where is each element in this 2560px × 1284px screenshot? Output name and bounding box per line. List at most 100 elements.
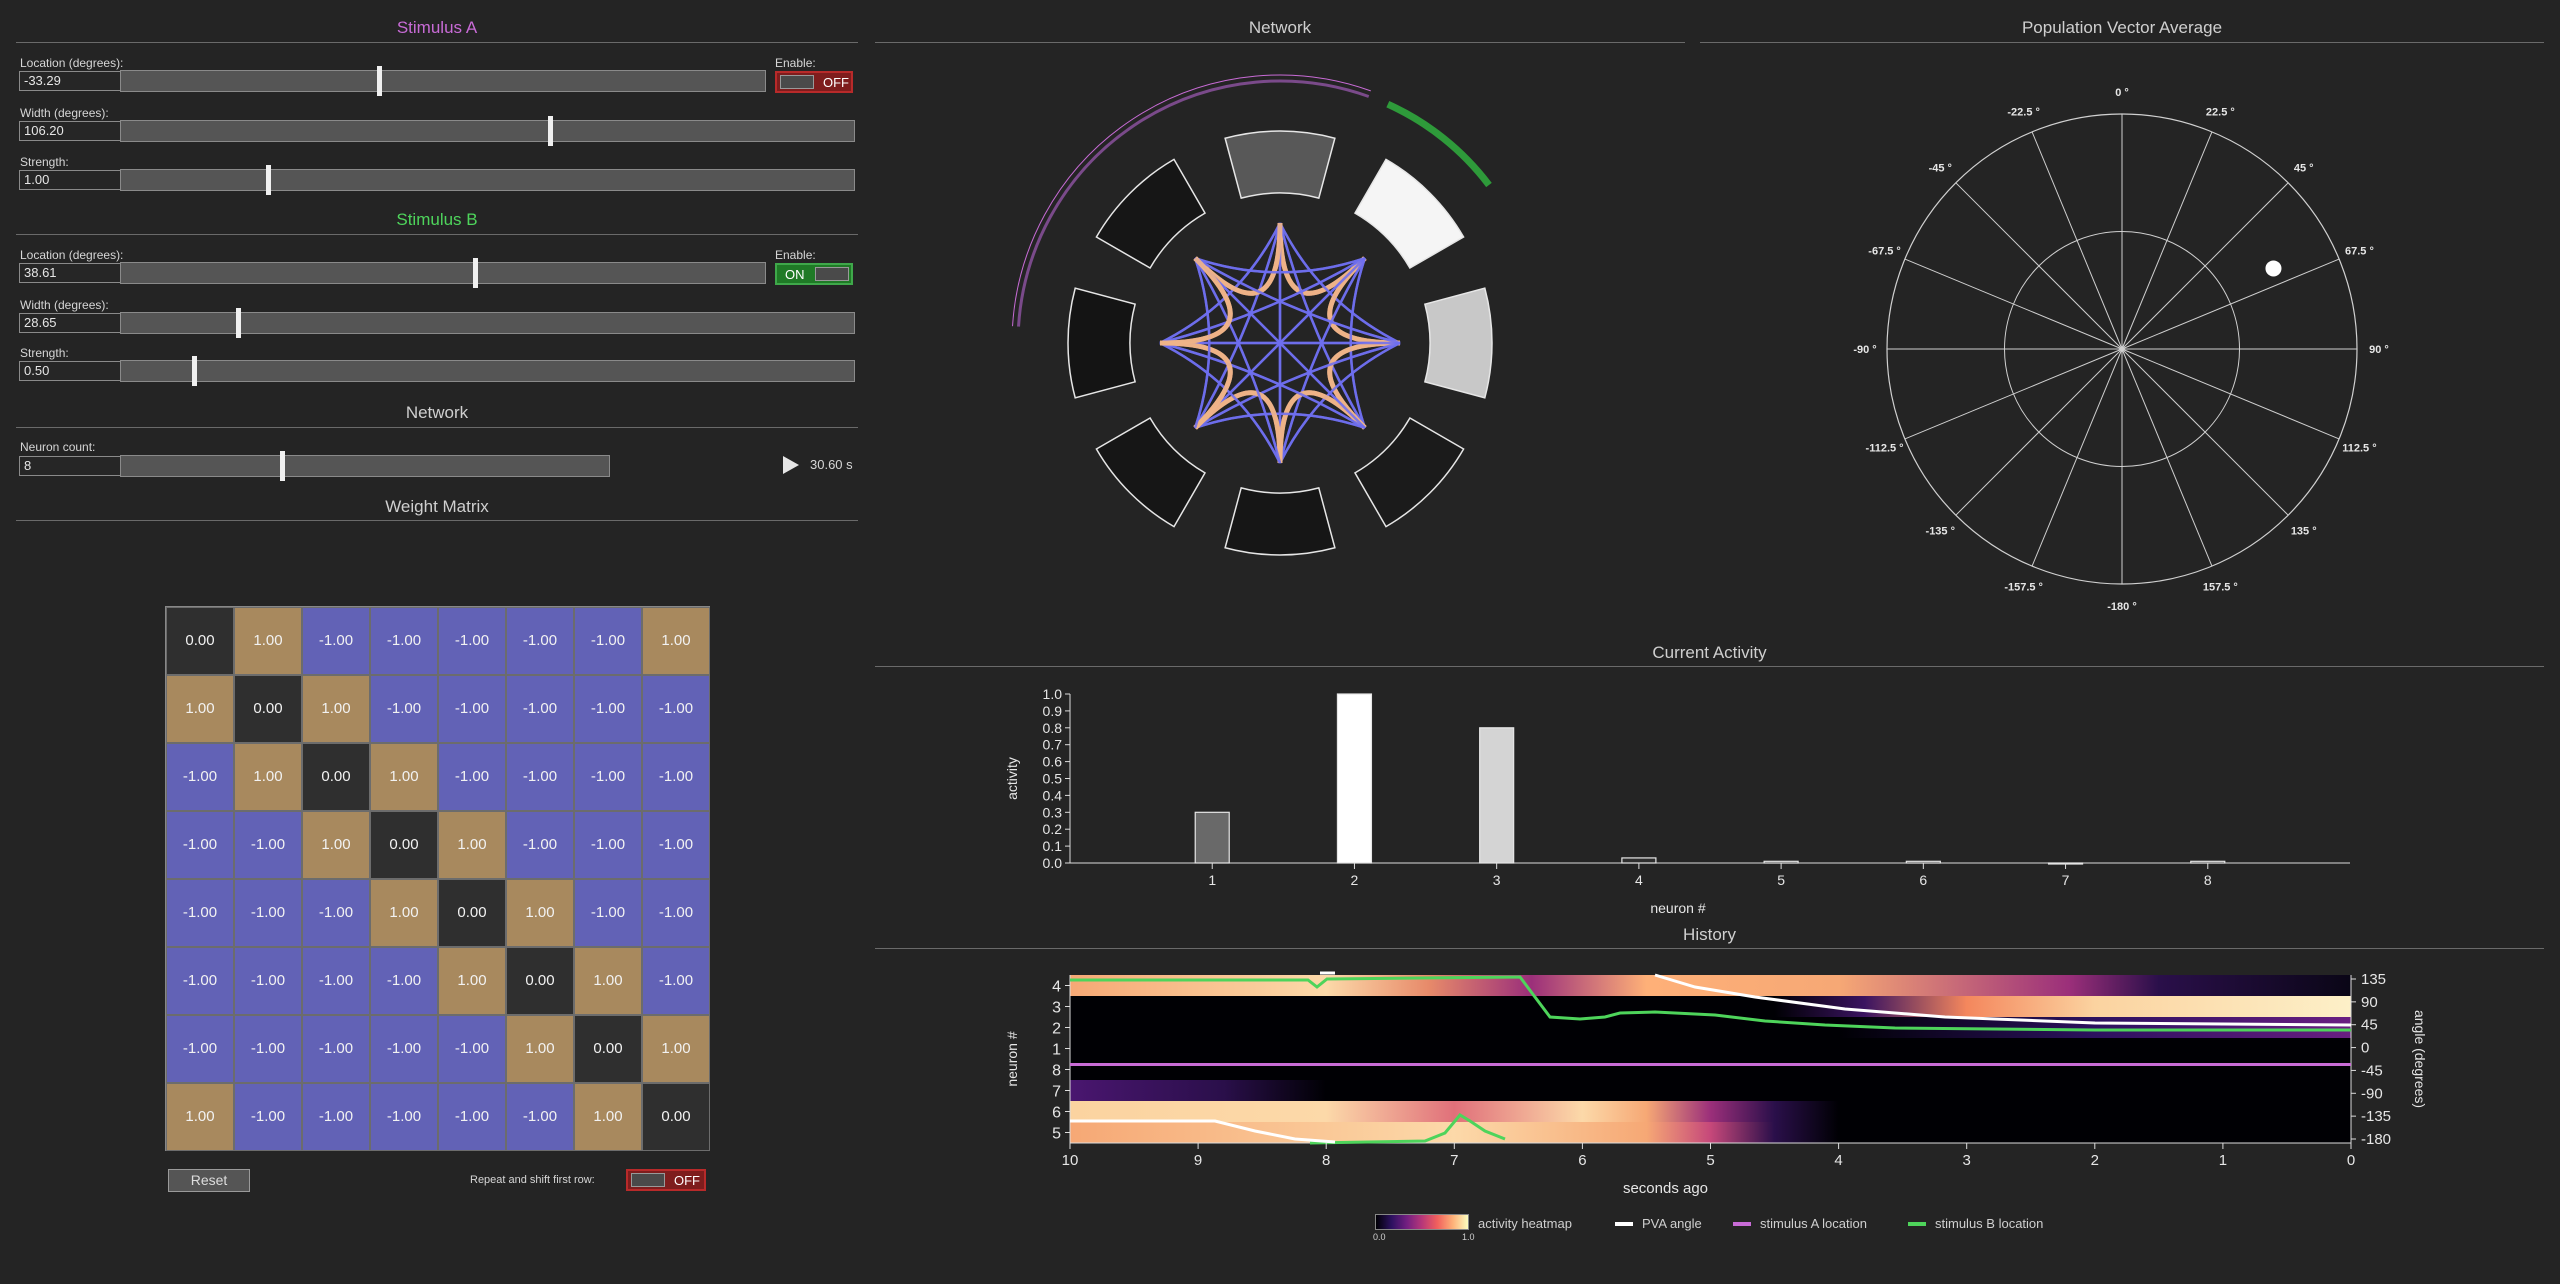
matrix-cell[interactable]: -1.00: [370, 1083, 438, 1151]
matrix-cell[interactable]: -1.00: [370, 947, 438, 1015]
play-icon[interactable]: [782, 455, 800, 475]
matrix-cell[interactable]: 1.00: [506, 879, 574, 947]
matrix-cell[interactable]: -1.00: [166, 811, 234, 879]
matrix-cell[interactable]: 1.00: [506, 1015, 574, 1083]
slider-thumb[interactable]: [547, 116, 553, 146]
matrix-cell[interactable]: -1.00: [302, 879, 370, 947]
matrix-cell[interactable]: -1.00: [642, 947, 710, 1015]
matrix-cell[interactable]: -1.00: [438, 607, 506, 675]
matrix-cell[interactable]: -1.00: [574, 675, 642, 743]
matrix-cell[interactable]: -1.00: [506, 675, 574, 743]
matrix-cell[interactable]: -1.00: [642, 743, 710, 811]
matrix-cell[interactable]: 0.00: [642, 1083, 710, 1151]
matrix-cell[interactable]: -1.00: [642, 811, 710, 879]
stim-b-width-slider[interactable]: [120, 308, 855, 338]
matrix-cell[interactable]: 1.00: [438, 947, 506, 1015]
matrix-cell[interactable]: -1.00: [574, 811, 642, 879]
matrix-cell[interactable]: 1.00: [642, 607, 710, 675]
slider-thumb[interactable]: [376, 66, 382, 96]
network-diagram: [1012, 74, 1493, 556]
matrix-cell[interactable]: 1.00: [302, 811, 370, 879]
matrix-cell[interactable]: -1.00: [234, 1083, 302, 1151]
matrix-cell[interactable]: -1.00: [506, 607, 574, 675]
history-title: History: [1683, 925, 1736, 944]
matrix-cell[interactable]: -1.00: [438, 743, 506, 811]
matrix-cell[interactable]: 1.00: [166, 675, 234, 743]
stim-a-strength-slider[interactable]: [120, 165, 855, 195]
matrix-cell[interactable]: -1.00: [234, 811, 302, 879]
matrix-cell[interactable]: 1.00: [370, 879, 438, 947]
stim-b-width-input[interactable]: 28.65: [19, 313, 121, 333]
matrix-cell[interactable]: 0.00: [166, 607, 234, 675]
stim-a-enable-toggle[interactable]: OFF: [775, 71, 853, 93]
matrix-cell[interactable]: -1.00: [166, 743, 234, 811]
stim-b-enable-toggle[interactable]: ON: [775, 263, 853, 285]
stim-b-location-slider[interactable]: [120, 258, 766, 288]
slider-thumb[interactable]: [473, 258, 479, 288]
matrix-cell[interactable]: -1.00: [506, 743, 574, 811]
slider-thumb[interactable]: [265, 165, 271, 195]
slider-thumb[interactable]: [236, 308, 242, 338]
matrix-cell[interactable]: -1.00: [574, 607, 642, 675]
matrix-cell[interactable]: 1.00: [574, 947, 642, 1015]
matrix-cell[interactable]: -1.00: [234, 947, 302, 1015]
matrix-cell[interactable]: -1.00: [642, 879, 710, 947]
stim-a-width-input[interactable]: 106.20: [19, 121, 121, 141]
matrix-cell[interactable]: -1.00: [506, 811, 574, 879]
x-tick-label: 7: [2062, 872, 2070, 888]
matrix-cell[interactable]: -1.00: [438, 675, 506, 743]
stim-a-location-slider[interactable]: [120, 66, 766, 96]
neuron-count-input[interactable]: 8: [19, 456, 121, 476]
matrix-cell[interactable]: 0.00: [438, 879, 506, 947]
matrix-cell[interactable]: 1.00: [166, 1083, 234, 1151]
matrix-cell[interactable]: -1.00: [370, 1015, 438, 1083]
matrix-cell[interactable]: 1.00: [234, 743, 302, 811]
matrix-cell[interactable]: -1.00: [438, 1015, 506, 1083]
slider-thumb[interactable]: [280, 451, 286, 481]
matrix-cell[interactable]: -1.00: [506, 1083, 574, 1151]
slider-thumb[interactable]: [192, 356, 198, 386]
divider: [1700, 42, 2544, 43]
y-tick-label: 0.7: [1043, 737, 1063, 753]
matrix-cell[interactable]: 0.00: [234, 675, 302, 743]
matrix-cell[interactable]: -1.00: [302, 607, 370, 675]
activity-bar-chart: 0.00.10.20.30.40.50.60.70.80.91.0 1 2 3 4 5 6 7…: [1004, 686, 2350, 916]
matrix-cell[interactable]: -1.00: [574, 743, 642, 811]
neuron-count-slider[interactable]: [120, 451, 610, 481]
matrix-cell[interactable]: -1.00: [302, 1015, 370, 1083]
angle-label: -22.5 °: [2007, 107, 2040, 119]
matrix-cell[interactable]: -1.00: [234, 879, 302, 947]
matrix-cell[interactable]: -1.00: [302, 1083, 370, 1151]
matrix-cell[interactable]: -1.00: [370, 675, 438, 743]
angle-label: 22.5 °: [2206, 107, 2235, 119]
matrix-cell[interactable]: 0.00: [574, 1015, 642, 1083]
stim-b-strength-slider[interactable]: [120, 356, 855, 386]
matrix-cell[interactable]: -1.00: [166, 1015, 234, 1083]
matrix-cell[interactable]: -1.00: [166, 947, 234, 1015]
x-axis-label: seconds ago: [1623, 1180, 1708, 1197]
stim-a-strength-input[interactable]: 1.00: [19, 170, 121, 190]
repeat-toggle[interactable]: OFF: [626, 1169, 706, 1191]
matrix-cell[interactable]: 1.00: [302, 675, 370, 743]
matrix-cell[interactable]: 0.00: [302, 743, 370, 811]
matrix-cell[interactable]: -1.00: [370, 607, 438, 675]
matrix-cell[interactable]: -1.00: [574, 879, 642, 947]
matrix-cell[interactable]: 1.00: [370, 743, 438, 811]
matrix-cell[interactable]: 1.00: [438, 811, 506, 879]
matrix-cell[interactable]: 1.00: [574, 1083, 642, 1151]
matrix-cell[interactable]: -1.00: [642, 675, 710, 743]
reset-button[interactable]: Reset: [168, 1169, 250, 1192]
matrix-cell[interactable]: 0.00: [506, 947, 574, 1015]
matrix-cell[interactable]: 1.00: [642, 1015, 710, 1083]
stim-a-width-slider[interactable]: [120, 116, 855, 146]
matrix-cell[interactable]: 0.00: [370, 811, 438, 879]
matrix-cell[interactable]: -1.00: [302, 947, 370, 1015]
stim-b-strength-input[interactable]: 0.50: [19, 361, 121, 381]
matrix-cell[interactable]: -1.00: [438, 1083, 506, 1151]
stim-a-location-input[interactable]: -33.29: [19, 71, 121, 91]
matrix-cell[interactable]: -1.00: [234, 1015, 302, 1083]
stim-b-location-input[interactable]: 38.61: [19, 263, 121, 283]
y-tick-label: 0.6: [1043, 754, 1063, 770]
matrix-cell[interactable]: -1.00: [166, 879, 234, 947]
matrix-cell[interactable]: 1.00: [234, 607, 302, 675]
